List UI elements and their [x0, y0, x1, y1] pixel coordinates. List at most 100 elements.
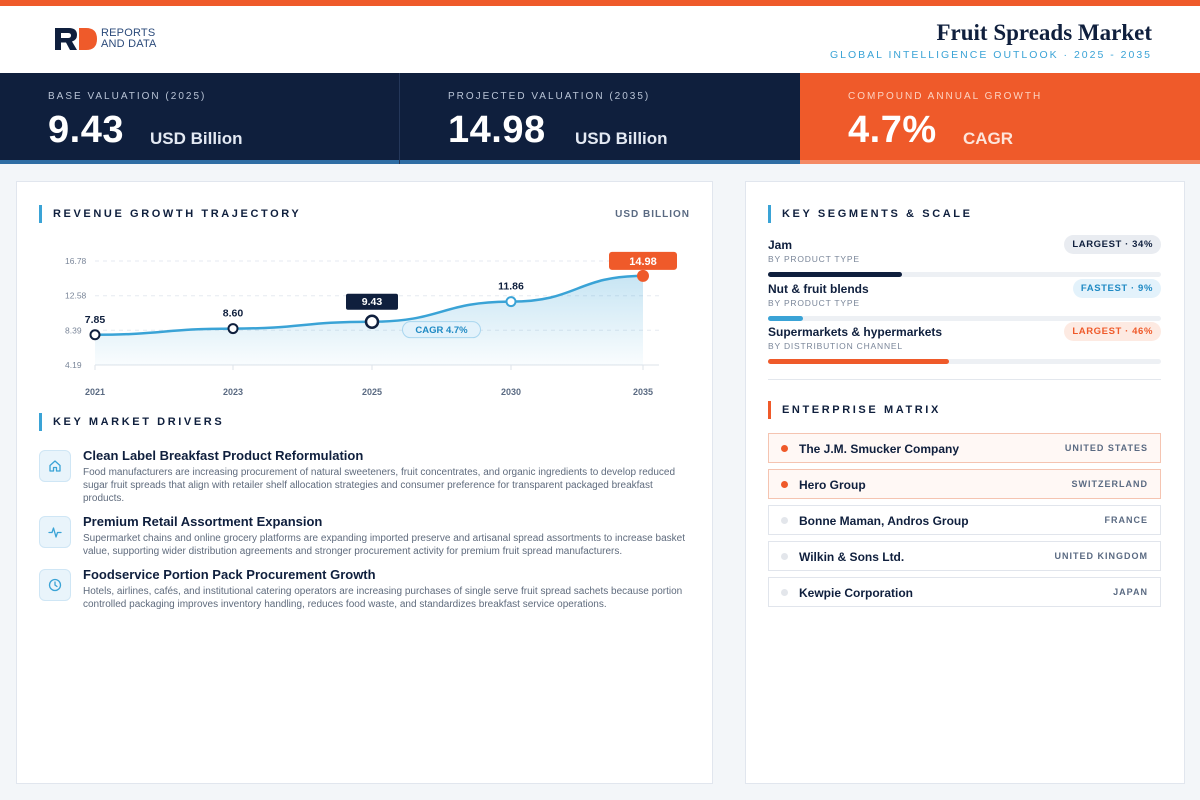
- segment-badge: FASTEST · 9%: [1072, 279, 1161, 298]
- data-label: 8.60: [223, 308, 244, 320]
- x-tick-label: 2023: [223, 387, 243, 397]
- driver-title: Foodservice Portion Pack Procurement Gro…: [83, 567, 376, 582]
- kpi-label: COMPOUND ANNUAL GROWTH: [848, 91, 1043, 102]
- top-accent-strip: [0, 0, 1200, 6]
- y-tick-label: 12.58: [65, 291, 87, 301]
- logo-line-2: AND DATA: [101, 38, 157, 50]
- kpi-unit: USD Billion: [150, 129, 243, 148]
- segment-share-bar: [768, 272, 902, 277]
- data-label: 7.85: [85, 314, 106, 326]
- segment-name: Nut & fruit blends: [768, 282, 869, 296]
- enterprise-row[interactable]: Hero Group SWITZERLAND: [768, 469, 1161, 499]
- clock-icon: [39, 569, 71, 601]
- kpi-value: 4.7%: [848, 109, 937, 151]
- driver-title: Premium Retail Assortment Expansion: [83, 514, 323, 529]
- kpi-base-valuation: BASE VALUATION (2025) 9.43 USD Billion: [0, 73, 400, 164]
- segment-row: Supermarkets & hypermarkets BY DISTRIBUT…: [768, 322, 1161, 364]
- segments-section-title: KEY SEGMENTS & SCALE: [782, 208, 973, 220]
- kpi-unit: CAGR: [963, 129, 1014, 148]
- segment-share-bar: [768, 316, 804, 321]
- company-country: UNITED STATES: [1064, 443, 1148, 453]
- data-label: 14.98: [629, 256, 657, 268]
- segments-section-header: KEY SEGMENTS & SCALE: [768, 205, 973, 223]
- cagr-label: CAGR 4.7%: [415, 325, 468, 336]
- drivers-section-header: KEY MARKET DRIVERS: [39, 413, 224, 431]
- driver-item: Premium Retail Assortment Expansion Supe…: [39, 514, 689, 567]
- segment-dimension: BY PRODUCT TYPE: [768, 254, 860, 264]
- company-name: The J.M. Smucker Company: [799, 442, 960, 456]
- kpi-strip: BASE VALUATION (2025) 9.43 USD Billion P…: [0, 73, 1200, 164]
- bullet-icon: [781, 517, 788, 524]
- enterprise-row[interactable]: The J.M. Smucker Company UNITED STATES: [768, 433, 1161, 463]
- logo-mark-icon: [55, 28, 97, 50]
- driver-text: Food manufacturers are increasing procur…: [83, 467, 676, 504]
- brand-logo: REPORTS AND DATA: [55, 28, 157, 50]
- x-tick-label: 2035: [633, 387, 653, 397]
- segment-share-track: [768, 359, 1161, 364]
- activity-icon: [39, 516, 71, 548]
- cagr-pill: [402, 321, 481, 339]
- revenue-section-header: REVENUE GROWTH TRAJECTORY: [39, 205, 301, 223]
- company-name: Bonne Maman, Andros Group: [799, 514, 969, 528]
- chart-unit-label: USD BILLION: [615, 209, 690, 220]
- revenue-chart: 16.78 12.58 8.39 4.19 2021 2023 2025 2030 2035 7…: [65, 251, 677, 397]
- kpi-value: 9.43: [48, 109, 124, 151]
- driver-item: Foodservice Portion Pack Procurement Gro…: [39, 567, 689, 633]
- section-accent-bar: [768, 205, 771, 223]
- section-divider: [768, 379, 1161, 380]
- segment-name: Supermarkets & hypermarkets: [768, 325, 943, 339]
- kpi-cagr: COMPOUND ANNUAL GROWTH 4.7% CAGR: [800, 73, 1200, 164]
- segment-row: Nut & fruit blends BY PRODUCT TYPE FASTE…: [768, 279, 1161, 321]
- left-panel: REVENUE GROWTH TRAJECTORY USD BILLION 16…: [16, 181, 713, 784]
- company-name: Wilkin & Sons Ltd.: [799, 550, 905, 564]
- enterprise-list: The J.M. Smucker Company UNITED STATES H…: [768, 433, 1161, 613]
- company-country: SWITZERLAND: [1071, 479, 1148, 489]
- company-name: Hero Group: [799, 478, 866, 492]
- segment-badge: LARGEST · 34%: [1064, 235, 1161, 254]
- data-label-bg: [346, 293, 398, 310]
- page-subtitle: GLOBAL INTELLIGENCE OUTLOOK · 2025 - 203…: [829, 49, 1152, 61]
- driver-text: Supermarket chains and online grocery pl…: [83, 533, 685, 557]
- bullet-icon: [781, 553, 788, 560]
- enterprise-row[interactable]: Bonne Maman, Andros Group FRANCE: [768, 505, 1161, 535]
- data-point: [364, 314, 380, 329]
- company-country: JAPAN: [1113, 587, 1148, 597]
- x-tick-label: 2025: [362, 387, 382, 397]
- segment-share-track: [768, 272, 1161, 277]
- drivers-list: Clean Label Breakfast Product Reformulat…: [39, 448, 689, 633]
- data-label: 11.86: [498, 281, 524, 293]
- driver-text: Hotels, airlines, cafés, and institution…: [83, 586, 683, 610]
- kpi-projected-valuation: PROJECTED VALUATION (2035) 14.98 USD Bil…: [400, 73, 800, 164]
- driver-item: Clean Label Breakfast Product Reformulat…: [39, 448, 689, 514]
- kpi-label: BASE VALUATION (2025): [48, 91, 207, 102]
- page-title: Fruit Spreads Market: [936, 20, 1152, 45]
- enterprise-section-title: ENTERPRISE MATRIX: [782, 404, 941, 416]
- section-accent-bar: [39, 413, 42, 431]
- right-panel: KEY SEGMENTS & SCALE Jam BY PRODUCT TYPE…: [745, 181, 1185, 784]
- segment-dimension: BY DISTRIBUTION CHANNEL: [768, 341, 903, 351]
- section-accent-bar: [768, 401, 771, 419]
- logo-line-1: REPORTS: [101, 27, 156, 39]
- company-name: Kewpie Corporation: [799, 586, 914, 600]
- enterprise-section-header: ENTERPRISE MATRIX: [768, 401, 941, 419]
- x-tick-label: 2021: [85, 387, 105, 397]
- bullet-icon: [781, 445, 788, 452]
- bullet-icon: [781, 589, 788, 596]
- data-point: [637, 269, 649, 282]
- enterprise-row[interactable]: Kewpie Corporation JAPAN: [768, 577, 1161, 607]
- data-label-bg: [609, 251, 677, 270]
- segment-badge: LARGEST · 46%: [1064, 322, 1161, 341]
- y-tick-label: 8.39: [65, 325, 82, 335]
- y-tick-label: 16.78: [65, 256, 87, 266]
- drivers-section-title: KEY MARKET DRIVERS: [53, 416, 225, 428]
- segment-share-bar: [768, 359, 949, 364]
- segment-row: Jam BY PRODUCT TYPE LARGEST · 34%: [768, 235, 1161, 277]
- kpi-unit: USD Billion: [575, 129, 668, 148]
- x-tick-label: 2030: [501, 387, 521, 397]
- company-country: FRANCE: [1104, 515, 1148, 525]
- enterprise-row[interactable]: Wilkin & Sons Ltd. UNITED KINGDOM: [768, 541, 1161, 571]
- data-point: [227, 323, 239, 335]
- logo-text: REPORTS AND DATA: [101, 28, 157, 50]
- home-icon: [39, 450, 71, 482]
- revenue-section-title: REVENUE GROWTH TRAJECTORY: [53, 208, 302, 220]
